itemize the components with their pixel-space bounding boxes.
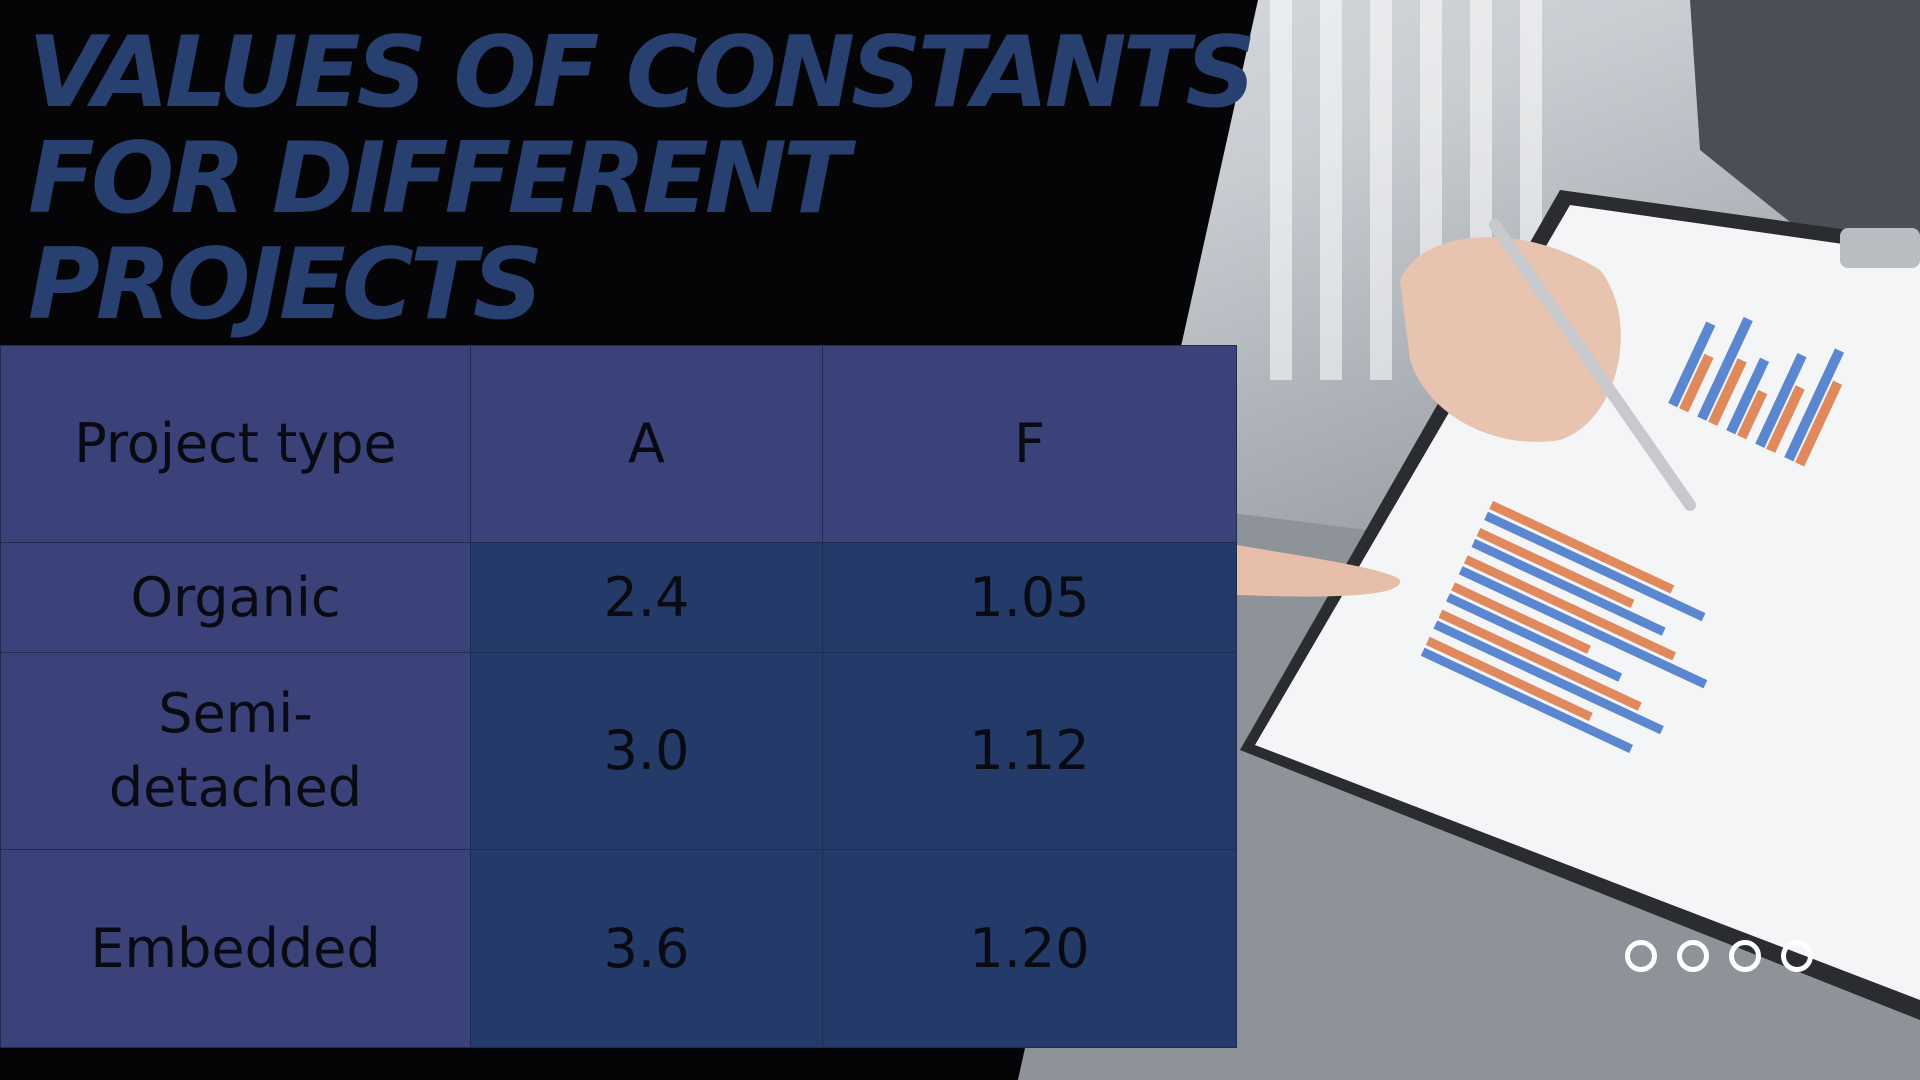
cell-project-type: Semi-detached	[0, 652, 471, 850]
cell-a: 3.0	[470, 652, 823, 850]
cell-f: 1.20	[822, 849, 1237, 1048]
slide-title: VALUES OF CONSTANTS FOR DIFFERENT PROJEC…	[28, 16, 1256, 342]
constants-table: Project type A F Organic 2.4 1.05 Semi-d…	[0, 345, 1237, 1048]
header-a: A	[470, 345, 823, 543]
cell-f: 1.05	[822, 542, 1237, 653]
cell-f: 1.12	[822, 652, 1237, 850]
suit-shape	[1690, 0, 1920, 260]
pen	[1489, 219, 1696, 511]
cell-a: 3.6	[470, 849, 823, 1048]
table-header-row: Project type A F	[0, 345, 1237, 543]
cell-a: 2.4	[470, 542, 823, 653]
header-f: F	[822, 345, 1237, 543]
cell-project-type: Embedded	[0, 849, 471, 1048]
decorative-dots	[1625, 940, 1813, 972]
paper-bar-chart	[1420, 500, 1708, 753]
circle-icon	[1625, 940, 1657, 972]
cell-project-type: Organic	[0, 542, 471, 653]
window-blinds	[1270, 0, 1542, 380]
constants-table-container: Project type A F Organic 2.4 1.05 Semi-d…	[0, 345, 1237, 1048]
circle-icon	[1729, 940, 1761, 972]
header-project-type: Project type	[0, 345, 471, 543]
hand	[1400, 237, 1621, 442]
table-row: Embedded 3.6 1.20	[0, 849, 1237, 1048]
circle-icon	[1677, 940, 1709, 972]
table-row: Semi-detached 3.0 1.12	[0, 652, 1237, 850]
table-row: Organic 2.4 1.05	[0, 542, 1237, 653]
paper-column-chart	[1668, 316, 1845, 467]
circle-icon	[1781, 940, 1813, 972]
clipboard-clip	[1840, 228, 1920, 268]
